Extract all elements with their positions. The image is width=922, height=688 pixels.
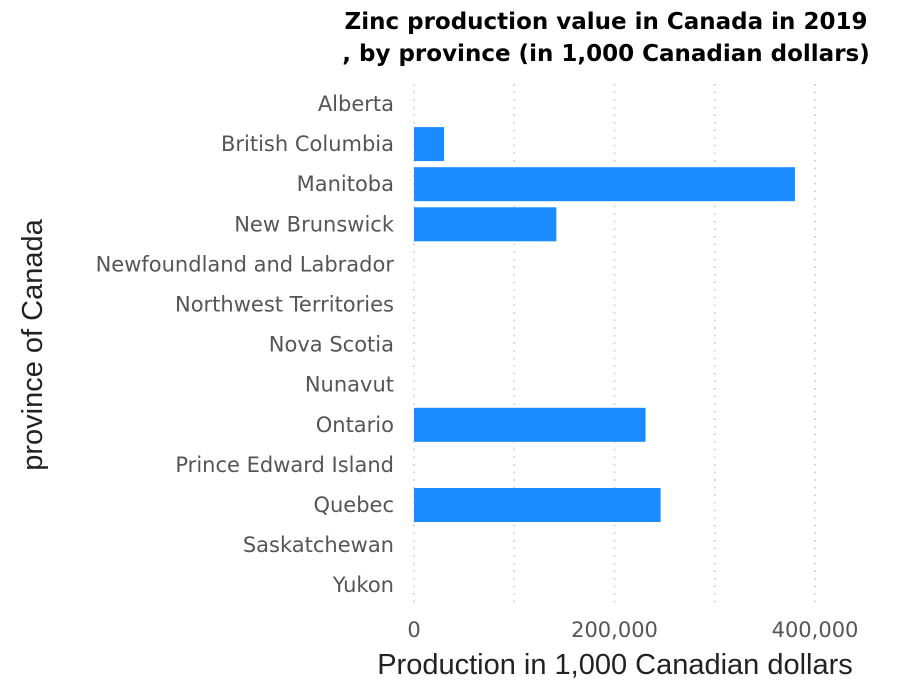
gridlines bbox=[413, 84, 816, 606]
y-tick-label: New Brunswick bbox=[234, 212, 395, 236]
y-tick-label: Manitoba bbox=[297, 172, 394, 196]
y-tick-label: Nova Scotia bbox=[269, 333, 394, 357]
y-tick-label: Northwest Territories bbox=[175, 293, 394, 317]
x-tick-label: 200,000 bbox=[571, 618, 658, 642]
bar-british-columbia bbox=[414, 127, 445, 162]
bar-ontario bbox=[414, 407, 646, 442]
x-tick-label: 400,000 bbox=[772, 618, 859, 642]
chart-title: Zinc production value in Canada in 2019 … bbox=[300, 6, 912, 70]
bar-new-brunswick bbox=[414, 207, 557, 242]
bars bbox=[414, 127, 795, 522]
y-tick-label: British Columbia bbox=[221, 132, 394, 156]
bar-quebec bbox=[414, 488, 661, 522]
chart-title-line-1: Zinc production value in Canada in 2019 bbox=[344, 9, 868, 35]
y-tick-label: Ontario bbox=[316, 413, 394, 437]
y-tick-label: Quebec bbox=[313, 493, 394, 517]
y-tick-label: Yukon bbox=[332, 573, 394, 597]
x-axis-title: Production in 1,000 Canadian dollars bbox=[377, 649, 853, 681]
x-tick-label: 0 bbox=[407, 618, 420, 642]
y-tick-label: Newfoundland and Labrador bbox=[96, 252, 395, 276]
y-axis-title: province of Canada bbox=[17, 218, 49, 470]
y-tick-label: Saskatchewan bbox=[243, 533, 394, 557]
y-tick-label: Nunavut bbox=[305, 373, 394, 397]
y-tick-labels: Alberta British Columbia Manitoba New Bruns… bbox=[96, 92, 395, 597]
x-tick-labels: 0 200,000 400,000 bbox=[407, 618, 858, 642]
chart-title-line-2: , by province (in 1,000 Canadian dollars… bbox=[342, 41, 870, 67]
y-tick-label: Alberta bbox=[318, 92, 394, 116]
bar-manitoba bbox=[414, 167, 795, 202]
y-tick-label: Prince Edward Island bbox=[175, 453, 394, 477]
